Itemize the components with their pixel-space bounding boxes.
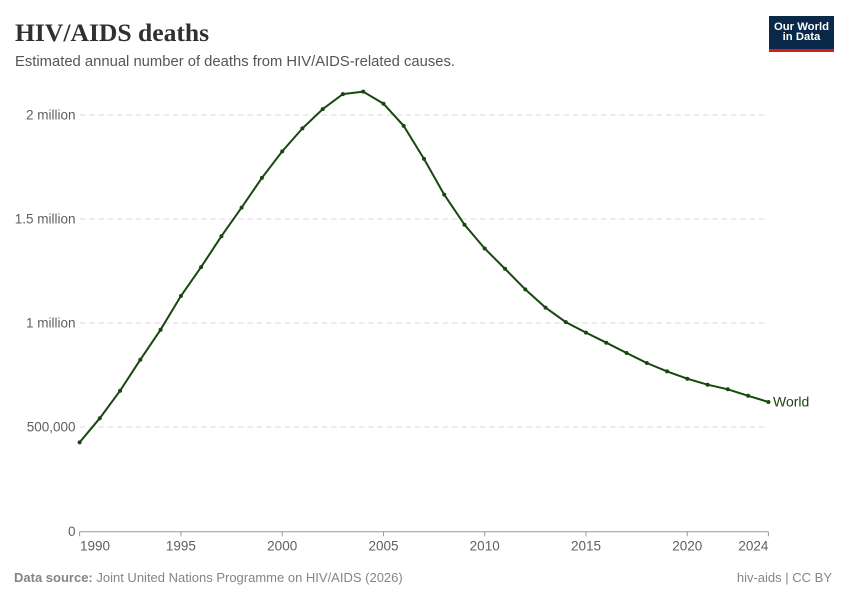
svg-text:2000: 2000 bbox=[267, 539, 297, 554]
svg-text:1990: 1990 bbox=[80, 539, 110, 554]
svg-text:World: World bbox=[773, 394, 809, 410]
svg-text:0: 0 bbox=[68, 524, 76, 539]
svg-text:2020: 2020 bbox=[672, 539, 702, 554]
svg-text:2010: 2010 bbox=[470, 539, 500, 554]
svg-text:2024: 2024 bbox=[738, 539, 769, 554]
svg-text:2005: 2005 bbox=[368, 539, 398, 554]
svg-text:1.5 million: 1.5 million bbox=[15, 212, 76, 227]
svg-text:500,000: 500,000 bbox=[27, 420, 76, 435]
svg-text:2015: 2015 bbox=[571, 539, 601, 554]
svg-text:1 million: 1 million bbox=[26, 316, 76, 331]
svg-text:2 million: 2 million bbox=[26, 108, 76, 123]
svg-text:1995: 1995 bbox=[166, 539, 196, 554]
